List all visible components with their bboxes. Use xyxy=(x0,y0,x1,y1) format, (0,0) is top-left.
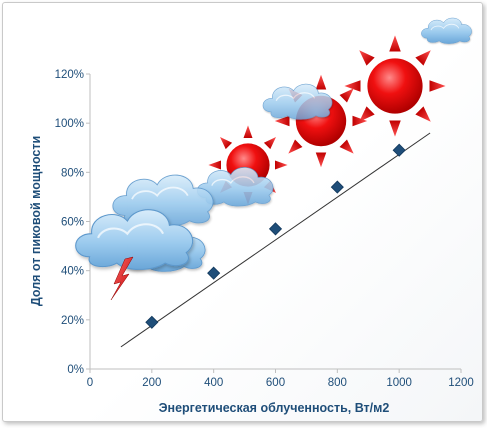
trendline xyxy=(120,132,431,348)
chart-frame: 0% 20% 40% 60% 80% 100% 120% 0 200 400 600 800 1000 1… xyxy=(2,2,483,422)
x-tick-label: 600 xyxy=(266,377,285,389)
lightning-icon xyxy=(110,256,134,301)
data-point xyxy=(145,315,159,329)
data-point xyxy=(330,180,344,194)
y-tick-label: 100% xyxy=(55,118,84,130)
cloud-icon xyxy=(421,18,471,44)
data-point xyxy=(268,222,283,236)
chart-marks xyxy=(120,132,431,348)
x-tick-label: 1200 xyxy=(448,377,474,389)
x-tick-label: 200 xyxy=(142,377,161,389)
x-tick-label: 800 xyxy=(328,377,347,389)
x-tick-label: 0 xyxy=(87,377,93,389)
y-tick-label: 20% xyxy=(61,315,84,327)
data-point xyxy=(392,143,406,157)
y-tick-label: 0% xyxy=(67,364,84,376)
y-axis-label: Доля от пиковой мощности xyxy=(29,136,43,306)
y-tick-label: 120% xyxy=(55,69,84,81)
x-axis-label: Энергетическая облученность, Вт/м2 xyxy=(159,401,390,415)
y-tick-label: 40% xyxy=(61,266,84,278)
plot-area: 0% 20% 40% 60% 80% 100% 120% 0 200 400 600 800 1000 1… xyxy=(55,69,474,389)
data-point xyxy=(207,266,221,280)
x-tick-label: 1000 xyxy=(386,377,412,389)
y-tick-label: 60% xyxy=(61,217,84,229)
y-tick-label: 80% xyxy=(61,167,84,179)
chart: 0% 20% 40% 60% 80% 100% 120% 0 200 400 600 800 1000 1… xyxy=(29,3,474,415)
x-tick-label: 400 xyxy=(204,377,223,389)
